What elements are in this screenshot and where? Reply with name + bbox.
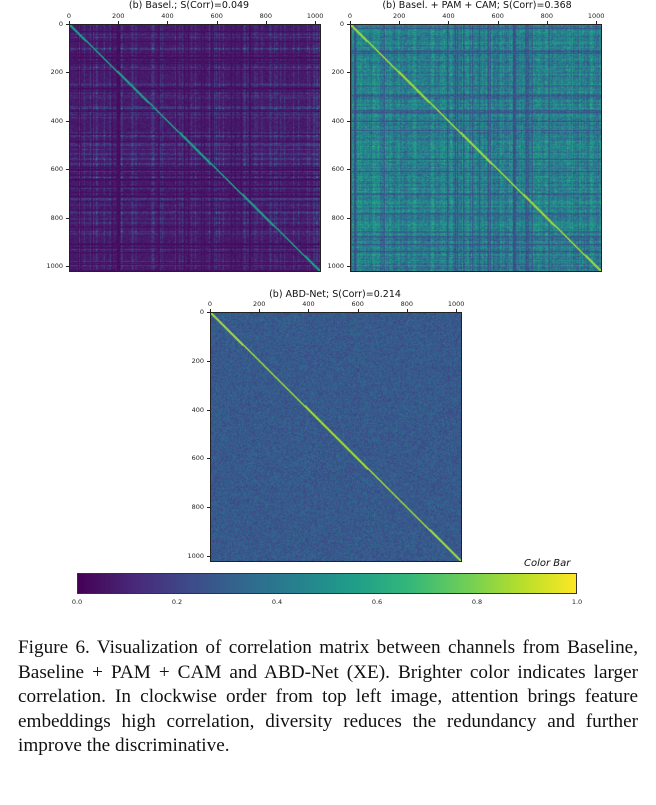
x-tick-mark bbox=[399, 21, 401, 24]
y-tick-mark bbox=[66, 72, 69, 74]
panel-title: (b) Basel. + PAM + CAM; S(Corr)=0.368 bbox=[382, 0, 572, 11]
y-tick-label: 0 bbox=[199, 308, 204, 316]
x-tick-mark bbox=[357, 309, 359, 312]
x-tick-mark bbox=[497, 21, 499, 24]
colorbar bbox=[77, 573, 577, 594]
x-tick-label: 600 bbox=[210, 12, 223, 20]
y-tick-label: 0 bbox=[58, 20, 63, 28]
y-tick-mark bbox=[207, 507, 210, 509]
x-tick-label: 0 bbox=[347, 12, 353, 20]
colorbar-tick-label: 0.0 bbox=[71, 598, 83, 606]
x-tick-mark bbox=[265, 21, 267, 24]
correlation-heatmap-pam-cam bbox=[350, 24, 602, 272]
y-tick-label: 600 bbox=[50, 165, 63, 174]
x-tick-mark bbox=[406, 309, 408, 312]
x-tick-label: 800 bbox=[259, 12, 273, 20]
x-tick-mark bbox=[315, 21, 317, 24]
x-tick-mark bbox=[596, 21, 598, 24]
x-tick-label: 1000 bbox=[306, 12, 324, 20]
y-tick-label: 200 bbox=[191, 356, 204, 365]
colorbar-title: Color Bar bbox=[524, 558, 571, 569]
y-tick-label: 1000 bbox=[46, 262, 63, 271]
panel-title: (b) ABD-Net; S(Corr)=0.214 bbox=[269, 289, 401, 300]
y-tick-label: 800 bbox=[50, 213, 63, 222]
y-tick-mark bbox=[207, 458, 210, 460]
colorbar-tick-label: 0.8 bbox=[471, 598, 483, 606]
y-tick-mark bbox=[207, 409, 210, 411]
x-tick-mark bbox=[216, 21, 218, 24]
y-tick-label: 200 bbox=[331, 68, 344, 77]
y-tick-label: 400 bbox=[50, 116, 63, 125]
y-tick-mark bbox=[347, 266, 350, 268]
y-tick-mark bbox=[347, 72, 350, 74]
y-tick-label: 800 bbox=[191, 503, 204, 512]
x-tick-label: 0 bbox=[207, 300, 213, 308]
x-tick-label: 800 bbox=[400, 300, 414, 308]
x-tick-label: 400 bbox=[302, 300, 315, 308]
x-tick-mark bbox=[69, 21, 70, 24]
y-tick-label: 1000 bbox=[187, 552, 204, 561]
correlation-heatmap-abd-net bbox=[210, 312, 462, 562]
y-tick-mark bbox=[66, 120, 69, 122]
y-tick-label: 600 bbox=[191, 454, 204, 463]
y-tick-mark bbox=[347, 217, 350, 219]
x-tick-mark bbox=[210, 309, 211, 312]
y-tick-label: 1000 bbox=[327, 262, 344, 271]
x-tick-label: 1000 bbox=[587, 12, 605, 20]
y-tick-mark bbox=[66, 24, 69, 25]
correlation-heatmap-baseline bbox=[69, 24, 321, 272]
x-tick-label: 400 bbox=[442, 12, 455, 20]
y-tick-label: 200 bbox=[50, 68, 63, 77]
colorbar-tick-label: 0.2 bbox=[171, 598, 183, 606]
x-tick-label: 400 bbox=[161, 12, 174, 20]
x-tick-mark bbox=[118, 21, 120, 24]
y-tick-mark bbox=[66, 169, 69, 171]
y-tick-mark bbox=[347, 169, 350, 171]
x-tick-mark bbox=[167, 21, 169, 24]
x-tick-mark bbox=[350, 21, 351, 24]
x-tick-label: 0 bbox=[66, 12, 72, 20]
y-tick-mark bbox=[207, 312, 210, 313]
figure-caption: Figure 6. Visualization of correlation m… bbox=[18, 637, 638, 756]
x-tick-mark bbox=[546, 21, 548, 24]
x-tick-label: 200 bbox=[112, 12, 125, 20]
x-tick-label: 200 bbox=[393, 12, 406, 20]
x-tick-label: 800 bbox=[540, 12, 554, 20]
x-tick-label: 200 bbox=[253, 300, 266, 308]
y-tick-mark bbox=[347, 24, 350, 25]
y-tick-mark bbox=[207, 556, 210, 558]
x-tick-label: 600 bbox=[491, 12, 504, 20]
x-tick-mark bbox=[448, 21, 450, 24]
colorbar-tick-label: 1.0 bbox=[571, 598, 583, 606]
y-tick-label: 800 bbox=[331, 213, 344, 222]
y-tick-label: 600 bbox=[331, 165, 344, 174]
colorbar-tick-label: 0.6 bbox=[371, 598, 383, 606]
x-tick-mark bbox=[259, 309, 261, 312]
y-tick-mark bbox=[66, 266, 69, 268]
y-tick-label: 400 bbox=[331, 116, 344, 125]
y-tick-mark bbox=[207, 360, 210, 362]
y-tick-label: 400 bbox=[191, 405, 204, 414]
x-tick-mark bbox=[308, 309, 310, 312]
colorbar-tick-label: 0.4 bbox=[271, 598, 283, 606]
panel-title: (b) Basel.; S(Corr)=0.049 bbox=[128, 0, 250, 11]
x-tick-mark bbox=[456, 309, 458, 312]
x-tick-label: 1000 bbox=[447, 300, 465, 308]
y-tick-mark bbox=[66, 217, 69, 219]
y-tick-label: 0 bbox=[339, 20, 344, 28]
y-tick-mark bbox=[347, 120, 350, 122]
x-tick-label: 600 bbox=[351, 300, 364, 308]
